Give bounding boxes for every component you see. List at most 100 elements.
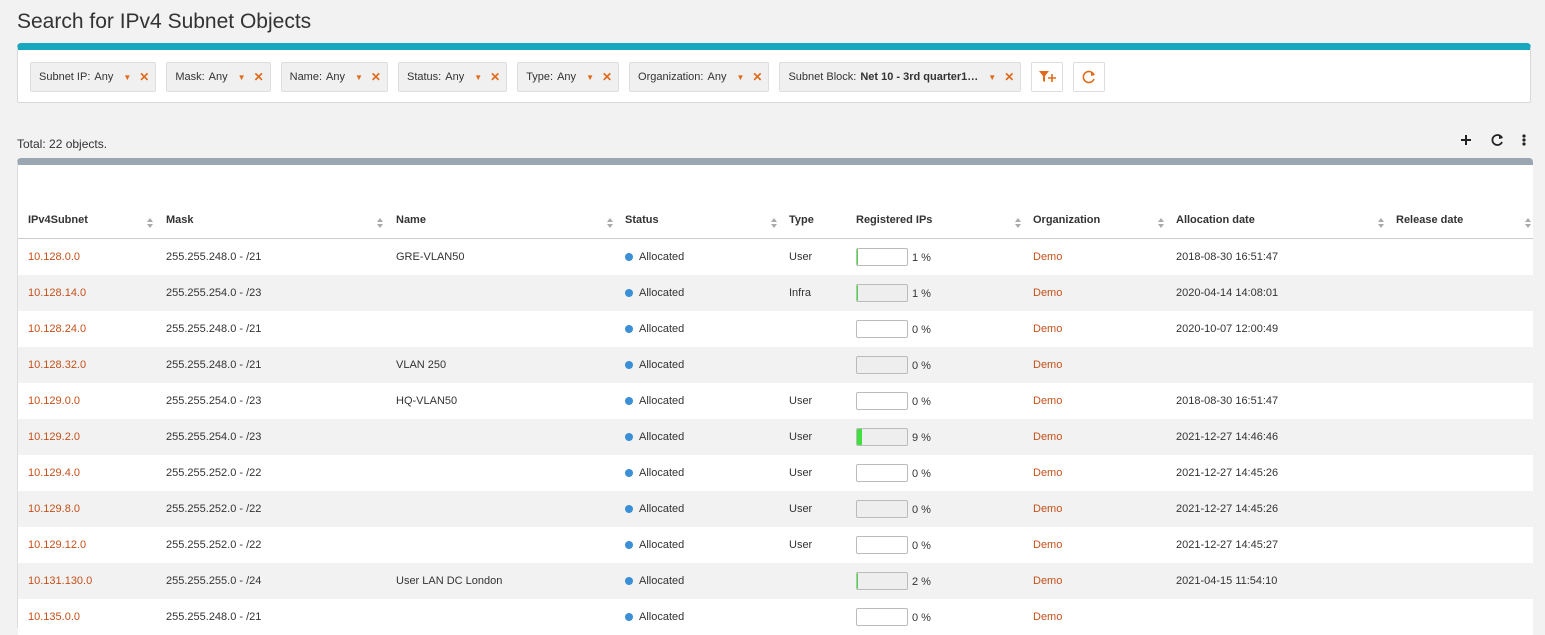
column-header[interactable]: Type: [789, 214, 814, 226]
allocation: 2021-12-27 14:45:27: [1176, 539, 1279, 551]
subnet-link[interactable]: 10.129.0.0: [28, 395, 80, 407]
remove-filter[interactable]: ✕: [1004, 70, 1015, 84]
usage-percent: 0 %: [912, 360, 931, 372]
sort-icon[interactable]: [1014, 215, 1022, 233]
sort-icon[interactable]: [146, 215, 154, 233]
organization-link[interactable]: Demo: [1033, 287, 1063, 299]
page-title: Search for IPv4 Subnet Objects: [17, 10, 312, 33]
sort-arrows: [1378, 218, 1384, 228]
type: User: [789, 431, 813, 443]
remove-filter[interactable]: ✕: [752, 70, 763, 84]
mask: 255.255.255.0 - /24: [166, 575, 262, 587]
table-row: [18, 491, 1533, 527]
subnet-link[interactable]: 10.128.14.0: [28, 287, 87, 299]
type: User: [789, 467, 813, 479]
table-row: [18, 419, 1533, 455]
table-row: [18, 239, 1533, 275]
mask: 255.255.248.0 - /21: [166, 611, 262, 623]
column-header[interactable]: Release date: [1396, 214, 1464, 226]
organization-link[interactable]: Demo: [1033, 503, 1063, 515]
sort-icon[interactable]: [770, 215, 778, 233]
subnet-link[interactable]: 10.135.0.0: [28, 611, 80, 623]
dropdown-caret[interactable]: ▼: [355, 72, 363, 82]
status: Allocated: [639, 611, 685, 623]
remove-filter[interactable]: ✕: [601, 70, 613, 84]
remove-filter[interactable]: ✕: [490, 70, 501, 84]
usage-percent: 2 %: [912, 576, 931, 588]
column-header[interactable]: Name: [396, 214, 426, 226]
filter-chip[interactable]: Subnet Block: Net 10 - 3rd quarter1… ▼ ✕: [779, 62, 1022, 92]
reset-button[interactable]: [1073, 62, 1106, 92]
status: Allocated: [639, 359, 685, 371]
subnet-link[interactable]: 10.128.0.0: [28, 251, 80, 263]
status-dot: [625, 361, 633, 369]
name: HQ-VLAN50: [396, 395, 458, 407]
status: Allocated: [639, 287, 685, 299]
organization-link[interactable]: Demo: [1033, 323, 1063, 335]
usage-bar: [856, 284, 908, 302]
filter-chip[interactable]: Subnet IP: Any ▼ ✕: [30, 62, 157, 92]
status: Allocated: [639, 323, 685, 335]
remove-filter[interactable]: ✕: [370, 70, 381, 84]
organization-link[interactable]: Demo: [1033, 467, 1063, 479]
dropdown-caret[interactable]: ▼: [586, 72, 594, 82]
organization-link[interactable]: Demo: [1033, 395, 1063, 407]
allocation: 2021-04-15 11:54:10: [1176, 575, 1278, 587]
status-dot: [625, 289, 633, 297]
organization-link[interactable]: Demo: [1033, 611, 1063, 623]
filter-chip[interactable]: Name: Any ▼ ✕: [280, 62, 388, 92]
dropdown-caret[interactable]: ▼: [237, 72, 246, 82]
filter-chip[interactable]: Organization: Any ▼ ✕: [629, 62, 770, 92]
usage-fill: [857, 573, 858, 589]
sort-icon[interactable]: [606, 215, 614, 233]
add-filter-button[interactable]: [1031, 62, 1064, 92]
filter-label: Organization:: [638, 71, 704, 83]
subnet-link[interactable]: 10.129.12.0: [28, 539, 87, 551]
filter-label: Mask:: [175, 71, 205, 83]
dropdown-caret[interactable]: ▼: [123, 72, 132, 82]
status-dot: [625, 505, 633, 513]
organization-link[interactable]: Demo: [1033, 359, 1063, 371]
mask: 255.255.248.0 - /21: [166, 323, 262, 335]
mask: 255.255.252.0 - /22: [166, 503, 262, 515]
filter-label: Subnet Block:: [788, 71, 857, 83]
subnet-link[interactable]: 10.128.32.0: [28, 359, 87, 371]
subnet-link[interactable]: 10.131.130.0: [28, 575, 93, 587]
subnet-link[interactable]: 10.129.8.0: [28, 503, 80, 515]
more-button[interactable]: [1522, 134, 1526, 146]
name: VLAN 250: [396, 359, 447, 371]
column-header[interactable]: Organization: [1033, 214, 1101, 226]
type: User: [789, 539, 813, 551]
organization-link[interactable]: Demo: [1033, 539, 1063, 551]
sort-icon[interactable]: [1157, 215, 1165, 233]
filter-chip[interactable]: Type: Any ▼ ✕: [517, 62, 620, 92]
column-header[interactable]: Mask: [166, 214, 194, 226]
filter-value: Any: [707, 71, 727, 83]
organization-link[interactable]: Demo: [1033, 575, 1063, 587]
sort-arrows: [1525, 218, 1531, 228]
remove-filter[interactable]: ✕: [139, 70, 150, 84]
column-header[interactable]: Allocation date: [1176, 214, 1255, 226]
dropdown-caret[interactable]: ▼: [474, 72, 483, 82]
column-header[interactable]: Status: [625, 214, 659, 226]
add-button[interactable]: [1461, 135, 1471, 145]
subnet-link[interactable]: 10.129.4.0: [28, 467, 80, 479]
organization-link[interactable]: Demo: [1033, 251, 1063, 263]
dropdown-caret[interactable]: ▼: [736, 72, 745, 82]
dropdown-caret[interactable]: ▼: [988, 72, 997, 82]
usage-bar: [856, 356, 908, 374]
sort-icon[interactable]: [376, 215, 384, 233]
usage-bar: [856, 392, 908, 410]
sort-icon[interactable]: [1377, 215, 1385, 233]
remove-filter[interactable]: ✕: [253, 70, 264, 84]
column-header[interactable]: IPv4Subnet: [28, 214, 88, 226]
refresh-button[interactable]: [1491, 134, 1503, 146]
organization-link[interactable]: Demo: [1033, 431, 1063, 443]
usage-percent: 0 %: [912, 540, 931, 552]
subnet-link[interactable]: 10.128.24.0: [28, 323, 87, 335]
sort-icon[interactable]: [1524, 215, 1532, 233]
filter-chip[interactable]: Status: Any ▼ ✕: [397, 62, 508, 92]
filter-chip[interactable]: Mask: Any ▼ ✕: [166, 62, 271, 92]
column-header[interactable]: Registered IPs: [856, 214, 933, 226]
subnet-link[interactable]: 10.129.2.0: [28, 431, 80, 443]
